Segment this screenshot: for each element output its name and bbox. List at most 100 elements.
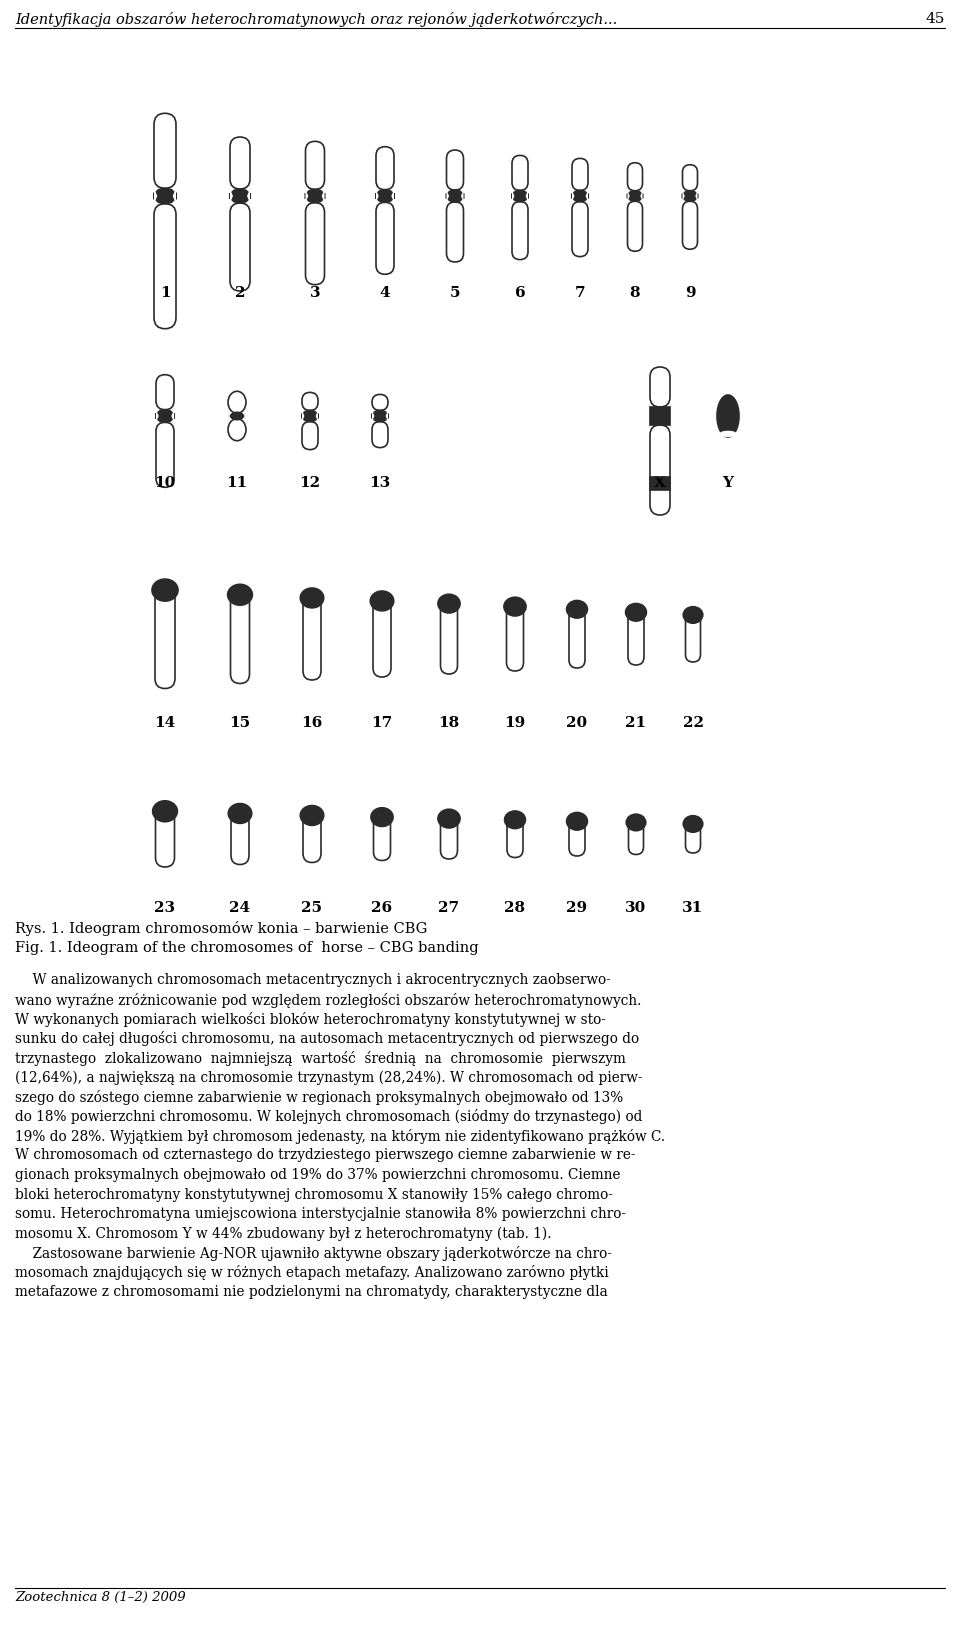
Text: 10: 10 bbox=[155, 476, 176, 489]
Polygon shape bbox=[230, 189, 233, 203]
FancyBboxPatch shape bbox=[628, 190, 642, 202]
Ellipse shape bbox=[438, 810, 460, 828]
Text: W analizowanych chromosomach metacentrycznych i akrocentrycznych zaobserwo-: W analizowanych chromosomach metacentryc… bbox=[15, 972, 611, 987]
Polygon shape bbox=[386, 410, 388, 421]
Polygon shape bbox=[322, 189, 324, 203]
Text: 8: 8 bbox=[630, 286, 640, 301]
FancyBboxPatch shape bbox=[156, 410, 174, 423]
Ellipse shape bbox=[228, 392, 246, 413]
FancyBboxPatch shape bbox=[302, 421, 318, 450]
Ellipse shape bbox=[719, 431, 737, 437]
Text: do 18% powierzchni chromosomu. W kolejnych chromosomach (siódmy do trzynastego) : do 18% powierzchni chromosomu. W kolejny… bbox=[15, 1109, 642, 1125]
Text: 21: 21 bbox=[625, 715, 647, 730]
FancyBboxPatch shape bbox=[628, 202, 642, 252]
FancyBboxPatch shape bbox=[305, 141, 324, 189]
Text: 30: 30 bbox=[625, 901, 647, 915]
Polygon shape bbox=[376, 190, 378, 202]
Text: 18: 18 bbox=[439, 715, 460, 730]
Bar bbox=[650, 476, 670, 489]
FancyBboxPatch shape bbox=[372, 395, 388, 410]
Bar bbox=[650, 476, 670, 489]
Polygon shape bbox=[683, 190, 684, 202]
Bar bbox=[650, 406, 670, 424]
Text: 6: 6 bbox=[515, 286, 525, 301]
Text: 2: 2 bbox=[235, 286, 245, 301]
Polygon shape bbox=[392, 190, 394, 202]
Text: 3: 3 bbox=[310, 286, 321, 301]
Text: 7: 7 bbox=[575, 286, 586, 301]
Ellipse shape bbox=[300, 805, 324, 826]
Text: trzynastego  zlokalizowano  najmniejszą  wartość  średnią  na  chromosomie  pier: trzynastego zlokalizowano najmniejszą wa… bbox=[15, 1050, 626, 1067]
Text: 1: 1 bbox=[159, 286, 170, 301]
Polygon shape bbox=[154, 189, 157, 203]
Text: 4: 4 bbox=[380, 286, 391, 301]
FancyBboxPatch shape bbox=[372, 421, 388, 447]
FancyBboxPatch shape bbox=[650, 424, 670, 515]
Text: W wykonanych pomiarach wielkości bloków heterochromatyny konstytutywnej w sto-: W wykonanych pomiarach wielkości bloków … bbox=[15, 1011, 606, 1028]
Text: 22: 22 bbox=[683, 715, 704, 730]
FancyBboxPatch shape bbox=[441, 813, 458, 859]
Text: 11: 11 bbox=[227, 476, 248, 489]
Ellipse shape bbox=[371, 590, 394, 611]
FancyBboxPatch shape bbox=[512, 156, 528, 190]
Text: Zastosowane barwienie Ag-NOR ujawniło aktywne obszary jąderkotwórcze na chro-: Zastosowane barwienie Ag-NOR ujawniło ak… bbox=[15, 1246, 612, 1262]
Ellipse shape bbox=[228, 420, 246, 441]
Polygon shape bbox=[372, 410, 374, 421]
Text: 16: 16 bbox=[301, 715, 323, 730]
FancyBboxPatch shape bbox=[507, 815, 523, 857]
Ellipse shape bbox=[228, 803, 252, 823]
Ellipse shape bbox=[566, 600, 588, 618]
Polygon shape bbox=[526, 190, 528, 202]
Text: X: X bbox=[654, 476, 666, 489]
Text: 25: 25 bbox=[301, 901, 323, 915]
Ellipse shape bbox=[717, 395, 739, 437]
Ellipse shape bbox=[566, 813, 588, 831]
Text: 14: 14 bbox=[155, 715, 176, 730]
Text: 27: 27 bbox=[439, 901, 460, 915]
FancyBboxPatch shape bbox=[376, 146, 394, 190]
FancyBboxPatch shape bbox=[685, 610, 701, 662]
Text: 17: 17 bbox=[372, 715, 393, 730]
FancyBboxPatch shape bbox=[306, 189, 324, 203]
Text: mosomach znajdujących się w różnych etapach metafazy. Analizowano zarówno płytki: mosomach znajdujących się w różnych etap… bbox=[15, 1265, 609, 1281]
FancyBboxPatch shape bbox=[376, 190, 394, 202]
FancyBboxPatch shape bbox=[513, 190, 528, 202]
FancyBboxPatch shape bbox=[156, 423, 174, 488]
Ellipse shape bbox=[152, 579, 178, 602]
Polygon shape bbox=[446, 190, 449, 202]
Text: 28: 28 bbox=[504, 901, 525, 915]
FancyBboxPatch shape bbox=[156, 805, 175, 867]
FancyBboxPatch shape bbox=[303, 592, 321, 680]
Text: 20: 20 bbox=[566, 715, 588, 730]
FancyBboxPatch shape bbox=[231, 808, 249, 865]
FancyBboxPatch shape bbox=[628, 606, 644, 665]
FancyBboxPatch shape bbox=[230, 589, 250, 683]
FancyBboxPatch shape bbox=[683, 202, 698, 249]
FancyBboxPatch shape bbox=[569, 603, 585, 668]
FancyBboxPatch shape bbox=[441, 598, 458, 675]
Text: W chromosomach od czternastego do trzydziestego pierwszego ciemne zabarwienie w : W chromosomach od czternastego do trzydz… bbox=[15, 1148, 636, 1163]
Polygon shape bbox=[586, 190, 588, 202]
FancyBboxPatch shape bbox=[629, 818, 643, 855]
FancyBboxPatch shape bbox=[572, 158, 588, 190]
Polygon shape bbox=[640, 190, 642, 202]
Polygon shape bbox=[572, 190, 574, 202]
FancyBboxPatch shape bbox=[156, 374, 174, 410]
FancyBboxPatch shape bbox=[683, 190, 697, 202]
FancyBboxPatch shape bbox=[572, 202, 588, 257]
Polygon shape bbox=[628, 190, 630, 202]
Polygon shape bbox=[316, 410, 318, 421]
Text: bloki heterochromatyny konstytutywnej chromosomu X stanowiły 15% całego chromo-: bloki heterochromatyny konstytutywnej ch… bbox=[15, 1187, 612, 1202]
Text: sunku do całej długości chromosomu, na autosomach metacentrycznych od pierwszego: sunku do całej długości chromosomu, na a… bbox=[15, 1031, 639, 1047]
FancyBboxPatch shape bbox=[230, 137, 250, 189]
Polygon shape bbox=[305, 189, 308, 203]
Text: Zootechnica 8 (1–2) 2009: Zootechnica 8 (1–2) 2009 bbox=[15, 1590, 185, 1603]
FancyBboxPatch shape bbox=[507, 602, 523, 672]
Polygon shape bbox=[173, 189, 176, 203]
Ellipse shape bbox=[371, 808, 393, 826]
FancyBboxPatch shape bbox=[628, 163, 642, 190]
Text: gionach proksymalnych obejmowało od 19% do 37% powierzchni chromosomu. Ciemne: gionach proksymalnych obejmowało od 19% … bbox=[15, 1167, 620, 1182]
FancyBboxPatch shape bbox=[572, 190, 588, 202]
Text: 9: 9 bbox=[684, 286, 695, 301]
FancyBboxPatch shape bbox=[230, 189, 250, 203]
